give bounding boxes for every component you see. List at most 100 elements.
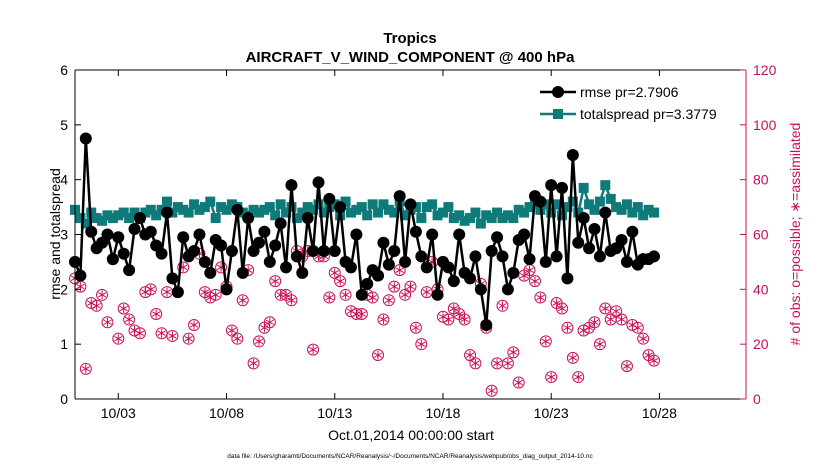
rmse-point [220,283,233,296]
obs-assimilated-point [271,276,280,286]
rmse-point [415,250,428,263]
obs-assimilated-point [357,309,366,319]
rmse-point [296,266,309,279]
y-tick-label: 4 [60,172,68,188]
obs-possible-point [79,362,92,375]
obs-possible-point [388,280,401,293]
obs-assimilated-point [601,304,610,313]
legend: rmse pr=2.7906 totalspread pr=3.3779 [532,80,740,128]
obs-possible-point [188,318,201,331]
obs-assimilated-point [498,301,507,311]
legend-label-rmse: rmse pr=2.7906 [580,84,679,100]
totalspread-point [486,213,497,224]
x-tick-label: 10/18 [425,405,460,421]
obs-assimilated-point [644,350,653,360]
rmse-point [128,223,141,236]
totalspread-point [367,199,378,210]
y2-tick-label: 0 [753,391,761,407]
totalspread-point [264,202,275,213]
totalspread-point [194,204,205,215]
rmse-point [133,212,146,225]
rmse-point [431,288,444,301]
totalspread-point [172,202,183,213]
rmse-point [583,242,596,255]
rmse-point [588,223,601,236]
totalspread-point [519,207,530,218]
totalspread-point [340,196,351,207]
rmse-point [160,206,173,219]
totalspread-point [97,215,108,226]
obs-possible-point [150,308,163,321]
obs-assimilated-point [557,304,567,313]
legend-box [532,80,740,128]
obs-assimilated-point [465,350,475,360]
y2-axis-label: # of obs: o=possible; ∗=assimilated [787,123,803,346]
obs-assimilated-point [189,320,199,330]
totalspread-point [145,204,156,215]
rmse-point [280,261,293,274]
obs-assimilated-point [184,334,193,344]
rmse-point [404,198,417,211]
rmse-point [344,261,357,274]
obs-possible-point [269,275,282,288]
totalspread-point [448,213,459,224]
rmse-point [155,247,168,260]
totalspread-point [286,202,297,213]
totalspread-point [253,207,264,218]
totalspread-point [432,210,443,221]
rmse-point [269,239,282,252]
rmse-point [236,266,249,279]
rmse-point [491,231,504,244]
totalspread-point [329,199,340,210]
obs-possible-point [496,299,509,312]
rmse-point [177,231,190,244]
totalspread-point [118,207,129,218]
totalspread-point [502,210,513,221]
totalspread-point [221,204,232,215]
totalspread-point [492,207,503,218]
obs-possible-point [247,357,260,370]
y-tick-label: 0 [60,391,68,407]
series-line-rmse [73,138,655,326]
totalspread-point [389,207,400,218]
totalspread-point [129,207,140,218]
obs-possible-point [593,338,606,351]
totalspread-point [80,218,91,229]
totalspread-point [113,210,124,221]
totalspread-point [210,213,221,224]
obs-assimilated-point [308,345,318,355]
obs-possible-point [512,376,525,389]
rmse-point [464,272,477,285]
obs-assimilated-point [595,339,605,349]
totalspread-point [470,207,481,218]
rmse-point [323,192,336,205]
totalspread-point [627,207,638,218]
totalspread-point [540,199,551,210]
totalspread-point [302,202,313,213]
rmse-point [204,266,217,279]
rmse-point [626,225,639,238]
totalspread-point [616,204,627,215]
obs-assimilated-point [552,298,561,308]
obs-possible-point [117,302,130,315]
rmse-point [290,250,303,263]
rmse-point [577,212,590,225]
obs-possible-point [620,360,633,373]
obs-possible-point [393,264,406,277]
rmse-point [317,244,330,257]
rmse-point [350,228,363,241]
obs-assimilated-point [649,356,659,366]
obs-possible-point [534,291,547,304]
totalspread-point [373,207,384,218]
totalspread-point [605,193,616,204]
obs-possible-point [236,294,249,307]
obs-assimilated-point [530,276,540,286]
obs-assimilated-point [514,378,523,388]
rmse-point [312,176,325,189]
obs-assimilated-point [617,315,626,324]
obs-assimilated-point [135,328,145,338]
rmse-point [101,228,114,241]
obs-possible-point [485,384,498,397]
obs-assimilated-point [536,293,545,303]
